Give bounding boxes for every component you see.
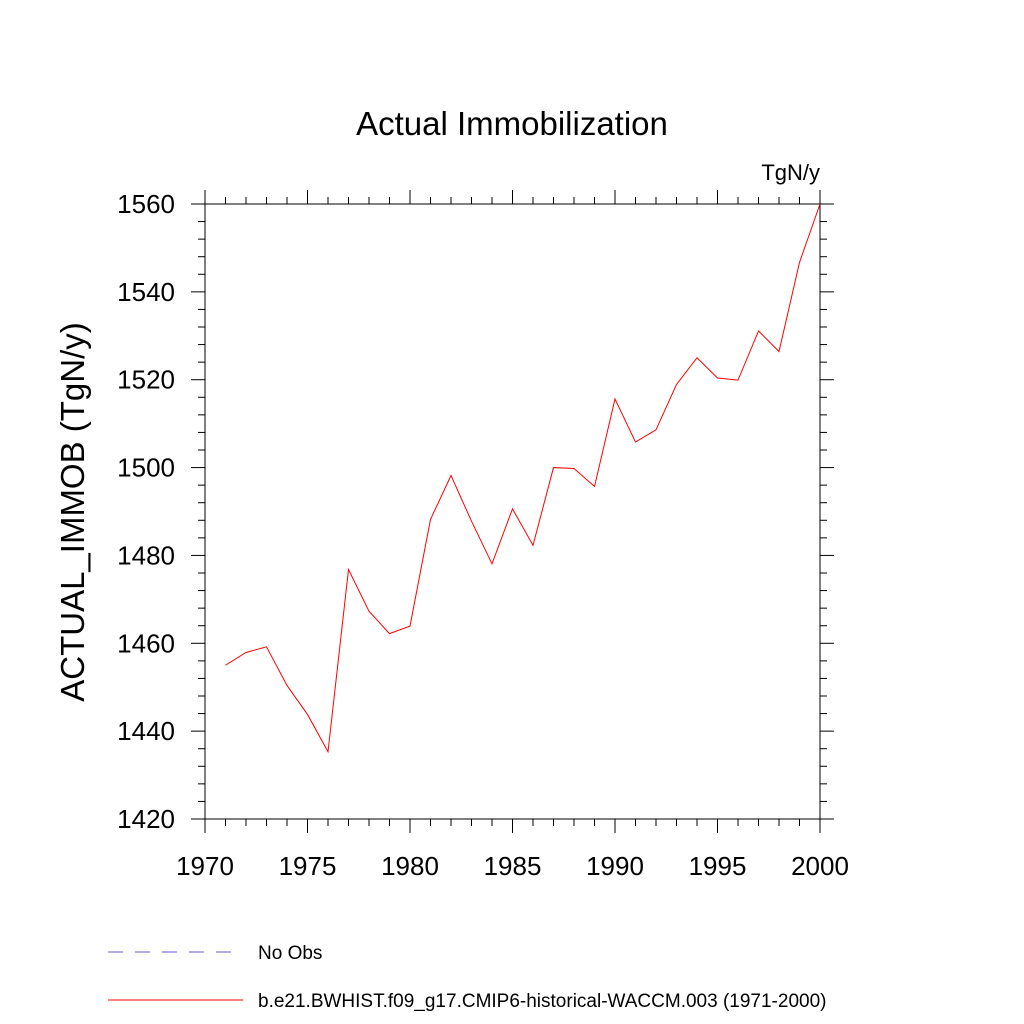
y-tick-label: 1480 — [117, 540, 175, 570]
data-point — [778, 350, 781, 353]
data-point — [552, 466, 555, 469]
data-point — [573, 467, 576, 470]
data-point — [819, 203, 822, 206]
x-tick-label: 2000 — [791, 851, 849, 881]
data-point — [224, 664, 227, 667]
data-point — [450, 474, 453, 477]
data-point — [306, 713, 309, 716]
x-tick-label: 1970 — [176, 851, 234, 881]
axis-ticks — [191, 190, 834, 833]
series-layer — [224, 203, 822, 754]
data-point — [798, 261, 801, 264]
data-point — [696, 356, 699, 359]
x-tick-label: 1985 — [484, 851, 542, 881]
series-line-1 — [225, 203, 821, 754]
y-tick-label: 1540 — [117, 277, 175, 307]
x-tick-label: 1980 — [381, 851, 439, 881]
data-point — [675, 383, 678, 386]
y-tick-label: 1500 — [117, 453, 175, 483]
data-point — [757, 329, 760, 332]
y-tick-label: 1520 — [117, 365, 175, 395]
data-point — [368, 610, 371, 613]
data-point — [716, 376, 719, 379]
data-point — [532, 544, 535, 547]
data-point — [634, 441, 637, 444]
data-point — [470, 520, 473, 523]
y-tick-label: 1560 — [117, 189, 175, 219]
data-point — [286, 684, 289, 687]
data-point — [593, 485, 596, 488]
y-axis-label: ACTUAL_IMMOB (TgN/y) — [54, 322, 91, 702]
data-point — [265, 645, 268, 648]
axis-tick-labels: 1970 1975 1980 1985 1990 1995 2000 1420 1440 1460… — [117, 189, 849, 881]
data-point — [511, 507, 514, 510]
legend: No Obs b.e21.BWHIST.f09_g17.CMIP6-histori… — [108, 943, 826, 1012]
x-tick-label: 1975 — [279, 851, 337, 881]
data-point — [614, 398, 617, 401]
y-tick-label: 1420 — [117, 804, 175, 834]
data-point — [737, 379, 740, 382]
legend-label: b.e21.BWHIST.f09_g17.CMIP6-historical-WA… — [258, 991, 826, 1012]
data-point — [655, 428, 658, 431]
plot-frame — [204, 203, 821, 820]
y-tick-label: 1460 — [117, 628, 175, 658]
data-point — [347, 568, 350, 571]
data-point — [245, 651, 248, 654]
x-tick-label: 1995 — [689, 851, 747, 881]
data-point — [388, 632, 391, 635]
units-label: TgN/y — [761, 160, 820, 185]
legend-label: No Obs — [258, 943, 322, 964]
data-point — [409, 625, 412, 628]
data-point — [491, 562, 494, 565]
chart-title: Actual Immobilization — [356, 105, 668, 142]
y-tick-label: 1440 — [117, 716, 175, 746]
data-point — [429, 518, 432, 521]
x-tick-label: 1990 — [586, 851, 644, 881]
data-point — [327, 750, 330, 753]
